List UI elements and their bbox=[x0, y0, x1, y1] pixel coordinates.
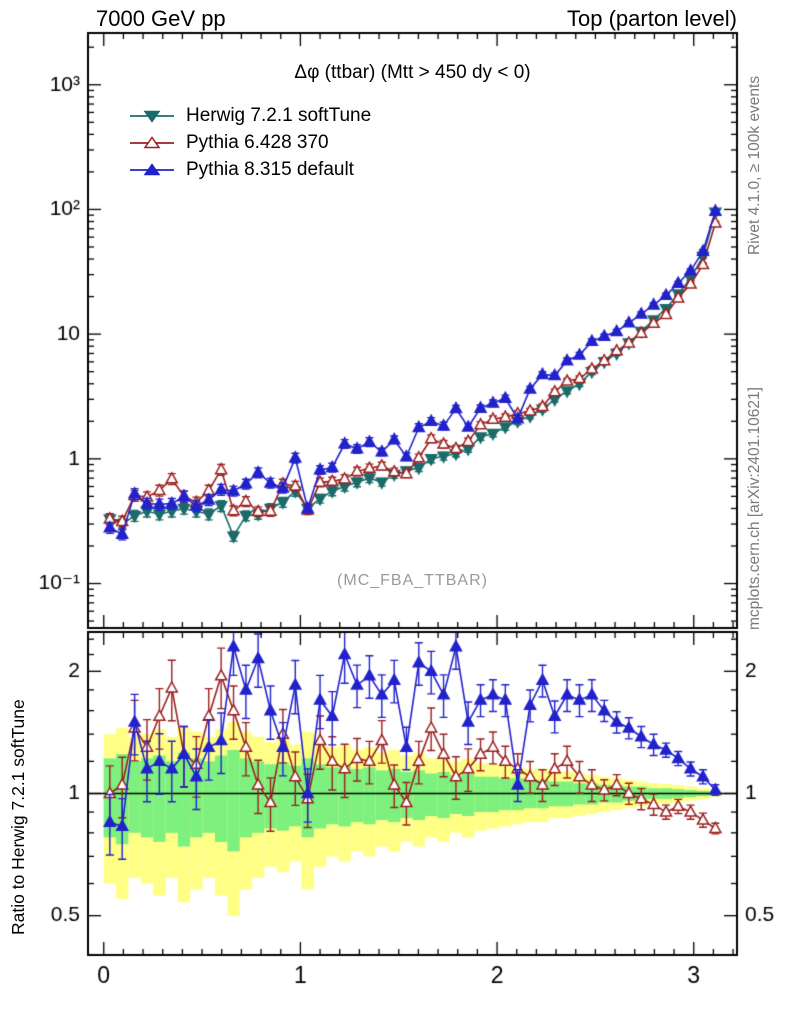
analysis-group-label: Top (parton level) bbox=[567, 6, 737, 31]
pythia6-marker-icon bbox=[130, 135, 174, 148]
legend-label: Herwig 7.2.1 softTune bbox=[186, 104, 372, 126]
legend-item-herwig: Herwig 7.2.1 softTune bbox=[128, 102, 371, 129]
ratio-axis-label: Ratio to Herwig 7.2.1 softTune bbox=[8, 699, 28, 935]
mcplots-arxiv-note: mcplots.cern.ch [arXiv:2401.10621] bbox=[746, 387, 763, 630]
beam-energy-label: 7000 GeV pp bbox=[96, 6, 226, 31]
rivet-version-note: Rivet 4.1.0, ≥ 100k events bbox=[746, 75, 763, 255]
analysis-code-watermark: (MC_FBA_TTBAR) bbox=[337, 572, 488, 589]
legend-label: Pythia 8.315 default bbox=[186, 158, 354, 180]
pythia8-marker-icon bbox=[130, 162, 174, 175]
legend-item-pythia8: Pythia 8.315 default bbox=[128, 156, 371, 183]
legend: Herwig 7.2.1 softTune Pythia 6.428 370 P… bbox=[128, 102, 371, 183]
observable-title: Δφ (ttbar) (Mtt > 450 dy < 0) bbox=[294, 62, 531, 83]
herwig-marker-icon bbox=[130, 110, 174, 123]
legend-item-pythia6: Pythia 6.428 370 bbox=[128, 129, 371, 156]
legend-label: Pythia 6.428 370 bbox=[186, 131, 329, 153]
